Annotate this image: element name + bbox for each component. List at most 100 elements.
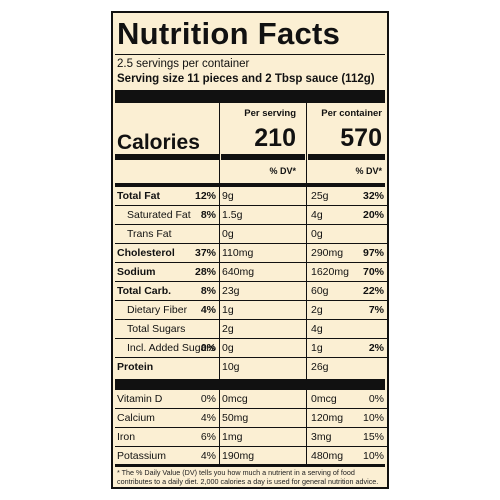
vitamin-name: Vitamin D — [117, 393, 163, 405]
dv-per-container: 70% — [362, 266, 384, 278]
row-rule — [115, 319, 389, 320]
amount-per-container: 4g — [311, 323, 323, 335]
table-row: Dietary Fiber 1g 4% 2g 7% — [115, 301, 389, 320]
dv-per-container: 15% — [362, 431, 384, 443]
label-title: Nutrition Facts — [117, 16, 341, 51]
dv-header-rule — [115, 183, 385, 187]
table-row: Iron 1mg 6% 3mg 15% — [115, 428, 389, 447]
row-rule — [115, 262, 389, 263]
nutrition-facts-label: Nutrition Facts 2.5 servings per contain… — [111, 11, 389, 489]
row-rule — [115, 281, 389, 282]
amount-per-container: 290mg — [311, 247, 344, 259]
nutrient-name: Cholesterol — [117, 247, 175, 259]
dv-per-serving: 8% — [200, 209, 216, 221]
vitamin-divider — [115, 379, 385, 390]
dv-per-serving: 0% — [200, 342, 216, 354]
table-row: Total Fat 9g 12% 25g 32% — [115, 187, 389, 206]
footnote-rule — [115, 464, 385, 467]
dv-per-serving: 0% — [200, 393, 216, 405]
servings-per-container: 2.5 servings per container — [117, 58, 250, 70]
amount-per-serving: 110mg — [222, 247, 254, 259]
amount-per-serving: 9g — [222, 190, 234, 202]
amount-per-serving: 0g — [222, 228, 234, 240]
dv-per-serving: 12% — [194, 190, 216, 202]
nutrient-name: Total Fat — [117, 190, 160, 202]
vitamin-name: Calcium — [117, 412, 155, 424]
dv-per-container: 0% — [368, 393, 384, 405]
amount-per-serving: 0mcg — [222, 393, 248, 405]
amount-per-serving: 1.5g — [222, 209, 243, 221]
amount-per-serving: 190mg — [222, 450, 255, 462]
table-row: Calcium 50mg 4% 120mg 10% — [115, 409, 389, 428]
table-row: Cholesterol 110mg 37% 290mg 97% — [115, 244, 389, 263]
amount-per-container: 2g — [311, 304, 323, 316]
calories-divider-serving — [221, 154, 305, 160]
row-rule — [115, 408, 389, 409]
amount-per-container: 0g — [311, 228, 323, 240]
table-row: Potassium 190mg 4% 480mg 10% — [115, 447, 389, 466]
dv-per-container: 97% — [362, 247, 384, 259]
amount-per-serving: 50mg — [222, 412, 249, 424]
table-row: Total Sugars 2g 4g — [115, 320, 389, 339]
nutrient-name: Total Sugars — [127, 323, 186, 335]
amount-per-serving: 1mg — [222, 431, 243, 443]
row-rule — [115, 300, 389, 301]
nutrient-name: Trans Fat — [127, 228, 172, 240]
dv-per-container: 7% — [368, 304, 384, 316]
amount-per-container: 1g — [311, 342, 323, 354]
serving-size: Serving size 11 pieces and 2 Tbsp sauce … — [117, 73, 375, 85]
thick-divider-top — [115, 90, 385, 103]
row-rule — [115, 243, 389, 244]
nutrient-name: Sodium — [117, 266, 156, 278]
table-row: Incl. Added Sugars 0g 0% 1g 2% — [115, 339, 389, 358]
table-row: Saturated Fat 1.5g 8% 4g 20% — [115, 206, 389, 225]
amount-per-container: 60g — [311, 285, 329, 297]
dv-header-serving: % DV* — [269, 166, 296, 176]
calories-divider-container — [308, 154, 385, 160]
vitamin-name: Iron — [117, 431, 136, 443]
row-rule — [115, 446, 389, 447]
dv-per-serving: 37% — [194, 247, 216, 259]
amount-per-container: 120mg — [311, 412, 344, 424]
nutrient-name: Protein — [117, 361, 154, 373]
amount-per-container: 3mg — [311, 431, 332, 443]
amount-per-container: 480mg — [311, 450, 344, 462]
dv-header-container: % DV* — [355, 166, 382, 176]
amount-per-serving: 2g — [222, 323, 234, 335]
dv-per-container: 22% — [362, 285, 384, 297]
amount-per-container: 1620mg — [311, 266, 349, 278]
table-row: Total Carb. 23g 8% 60g 22% — [115, 282, 389, 301]
amount-per-container: 26g — [311, 361, 329, 373]
per-container-header: Per container — [321, 108, 382, 119]
dv-per-container: 32% — [362, 190, 384, 202]
column-divider-2 — [306, 103, 307, 464]
row-rule — [115, 427, 389, 428]
table-row: Protein 10g 26g — [115, 358, 389, 377]
per-serving-header: Per serving — [244, 108, 296, 119]
nutrient-name: Total Carb. — [117, 285, 172, 297]
dv-per-container: 10% — [362, 412, 384, 424]
dv-per-serving: 4% — [200, 450, 216, 462]
amount-per-container: 0mcg — [311, 393, 337, 405]
row-rule — [115, 357, 389, 358]
amount-per-serving: 0g — [222, 342, 234, 354]
row-rule — [115, 338, 389, 339]
table-row: Sodium 640mg 28% 1620mg 70% — [115, 263, 389, 282]
calories-divider-name — [115, 154, 219, 160]
row-rule — [115, 205, 389, 206]
vitamin-name: Potassium — [117, 450, 167, 462]
amount-per-serving: 640mg — [222, 266, 255, 278]
nutrient-name: Saturated Fat — [127, 209, 191, 221]
dv-per-serving: 4% — [200, 304, 216, 316]
calories-label: Calories — [117, 131, 200, 154]
title-rule — [115, 54, 385, 55]
footnote: * The % Daily Value (DV) tells you how m… — [117, 468, 379, 486]
dv-per-serving: 4% — [200, 412, 216, 424]
calories-per-serving: 210 — [254, 124, 296, 152]
table-row: Vitamin D 0mcg 0% 0mcg 0% — [115, 390, 389, 409]
amount-per-serving: 1g — [222, 304, 234, 316]
dv-per-container: 20% — [362, 209, 384, 221]
dv-per-container: 10% — [362, 450, 384, 462]
calories-per-container: 570 — [340, 124, 382, 152]
table-row: Trans Fat 0g 0g — [115, 225, 389, 244]
